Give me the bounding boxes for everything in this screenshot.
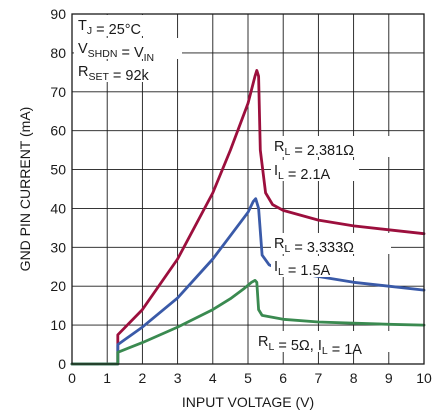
x-tick-label: 2 bbox=[139, 370, 147, 386]
x-axis-label: INPUT VOLTAGE (V) bbox=[182, 394, 314, 410]
y-tick-label: 80 bbox=[50, 45, 66, 61]
y-tick-label: 50 bbox=[50, 162, 66, 178]
condition-backdrop bbox=[74, 38, 182, 59]
x-tick-label: 1 bbox=[103, 370, 111, 386]
y-tick-label: 40 bbox=[50, 200, 66, 216]
series-label-3: RL = 5Ω, IL = 1A bbox=[258, 334, 362, 358]
series-label-backdrop bbox=[271, 233, 391, 254]
y-tick-label: 70 bbox=[50, 84, 66, 100]
y-tick-label: 0 bbox=[58, 356, 66, 372]
series-label-1: IL = 2.1A bbox=[274, 163, 331, 183]
series-label-2: IL = 1.5A bbox=[274, 259, 331, 279]
series-label-1: RL = 2.381Ω bbox=[274, 139, 354, 159]
series-line-3 bbox=[70, 278, 426, 366]
series-label-backdrop bbox=[255, 331, 395, 352]
x-tick-labels: 0 1 2 3 4 5 6 7 8 9 10 bbox=[68, 370, 432, 386]
x-tick-label: 7 bbox=[315, 370, 323, 386]
x-tick-label: 4 bbox=[209, 370, 217, 386]
test-condition: RSET = 92k bbox=[78, 64, 150, 84]
series-label-backdrop bbox=[271, 136, 391, 157]
condition-backdrop bbox=[74, 61, 170, 82]
x-tick-label: 6 bbox=[279, 370, 287, 386]
series-label-backdrop bbox=[271, 160, 359, 181]
x-tick-label: 0 bbox=[68, 370, 76, 386]
y-tick-labels: 0 10 20 30 40 50 60 70 80 90 bbox=[50, 6, 66, 372]
series-label-2: RL = 3.333Ω bbox=[274, 236, 354, 256]
plot-frame bbox=[71, 13, 425, 365]
y-tick-label: 90 bbox=[50, 6, 66, 22]
y-axis-label: GND PIN CURRENT (mA) bbox=[17, 107, 33, 272]
x-tick-label: 9 bbox=[385, 370, 393, 386]
condition-backdrop bbox=[74, 15, 148, 36]
test-condition: TJ = 25°C bbox=[78, 18, 141, 38]
x-tick-label: 3 bbox=[174, 370, 182, 386]
x-tick-label: 10 bbox=[416, 370, 432, 386]
y-tick-label: 30 bbox=[50, 239, 66, 255]
y-tick-label: 10 bbox=[50, 317, 66, 333]
series-label-backdrop bbox=[271, 256, 359, 277]
x-tick-label: 5 bbox=[244, 370, 252, 386]
x-tick-label: 8 bbox=[350, 370, 358, 386]
y-tick-label: 20 bbox=[50, 278, 66, 294]
test-condition: VSHDN = VIN bbox=[78, 41, 154, 64]
y-tick-label: 60 bbox=[50, 123, 66, 139]
series-line-1 bbox=[70, 69, 426, 366]
